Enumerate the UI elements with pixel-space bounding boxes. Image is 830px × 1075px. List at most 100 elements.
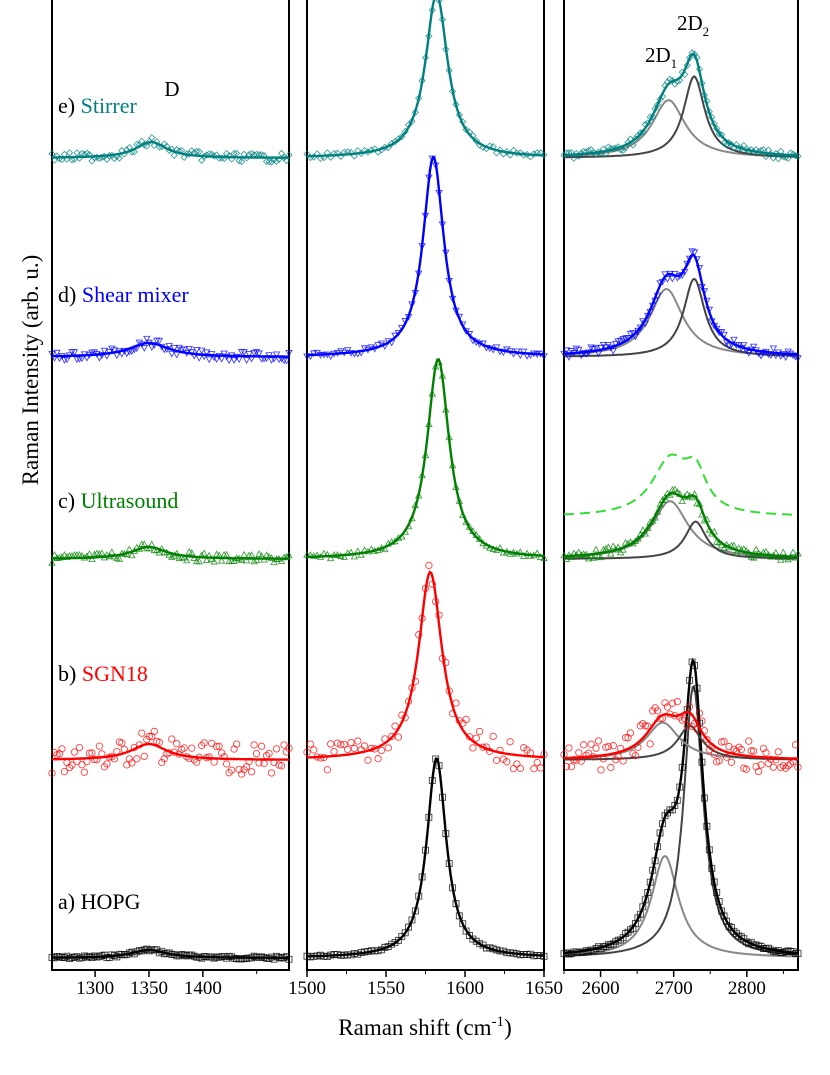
data-point (681, 714, 689, 722)
data-point (78, 954, 86, 962)
data-point (629, 141, 637, 149)
data-point (205, 356, 213, 364)
data-point (350, 552, 359, 560)
data-point (715, 898, 723, 905)
data-point (48, 558, 56, 566)
data-point (567, 950, 575, 958)
data-point (108, 345, 116, 353)
data-point (472, 734, 480, 742)
data-point (310, 746, 318, 754)
data-point (789, 548, 797, 556)
data-point (730, 336, 738, 344)
data-point (50, 748, 59, 757)
data-point (330, 149, 338, 158)
data-point (678, 497, 686, 505)
data-point (666, 710, 674, 718)
data-point (769, 345, 778, 353)
data-point (584, 749, 593, 757)
data-point (602, 150, 610, 158)
data-point (148, 344, 156, 351)
x-tick-label: 1550 (367, 978, 405, 999)
data-point (585, 948, 593, 956)
data-point (621, 734, 630, 742)
data-point (135, 339, 144, 347)
fit-curve (563, 253, 799, 356)
panel-frame (563, 0, 799, 971)
data-point (168, 145, 176, 153)
data-point (265, 955, 273, 962)
data-point (354, 737, 362, 745)
dashed-reference-curve (563, 453, 799, 516)
data-point (720, 737, 728, 745)
data-point (170, 748, 178, 756)
data-point (587, 344, 595, 352)
data-point (53, 751, 61, 759)
data-point (619, 757, 627, 765)
data-point (306, 953, 314, 961)
series-label: e) Stirrer (58, 93, 137, 118)
data-point (563, 949, 570, 957)
data-point (260, 759, 268, 767)
data-point (540, 151, 548, 159)
data-point (58, 553, 66, 561)
data-point (155, 337, 164, 345)
data-point (242, 763, 251, 771)
x-tick-label: 1300 (76, 978, 114, 999)
peak-label-2d1: 2D1 (645, 43, 677, 71)
data-point (193, 758, 201, 766)
component-fit-curve (564, 99, 798, 158)
data-point (664, 809, 671, 817)
data-point (698, 758, 706, 766)
data-point (597, 344, 605, 352)
series-label: b) SGN18 (58, 661, 148, 686)
data-point (210, 557, 218, 565)
data-point (764, 760, 773, 768)
data-point (639, 128, 647, 136)
data-point (303, 150, 311, 158)
data-point (250, 741, 258, 749)
data-point (272, 157, 281, 166)
data-point (622, 930, 630, 938)
data-point (589, 553, 598, 561)
data-point (503, 758, 511, 766)
data-point (540, 554, 548, 561)
data-point (671, 485, 679, 493)
data-point (442, 830, 450, 838)
y-axis-label: Raman Intensity (arb. u.) (18, 255, 43, 486)
data-point (762, 152, 770, 161)
data-point (730, 745, 738, 753)
data-point (759, 744, 768, 753)
data-point (718, 907, 726, 915)
data-point (85, 749, 94, 757)
data-point (740, 342, 748, 349)
data-point (398, 932, 406, 940)
data-point (282, 357, 291, 365)
data-point (668, 275, 677, 283)
data-point (95, 742, 104, 750)
data-point (516, 764, 524, 772)
data-point (150, 727, 158, 736)
data-point (185, 547, 193, 555)
data-point (653, 707, 662, 715)
data-point (752, 941, 760, 949)
data-point (438, 793, 446, 801)
fit-curve (563, 657, 799, 955)
data-point (631, 752, 640, 760)
data-point (285, 350, 293, 357)
data-point (145, 732, 153, 741)
fit-curve (563, 52, 798, 157)
data-point (113, 747, 121, 756)
data-point (215, 742, 223, 750)
data-point (562, 555, 571, 562)
data-point (530, 150, 538, 158)
data-point (421, 584, 430, 592)
data-point (182, 556, 191, 564)
data-point (626, 729, 635, 737)
data-point (779, 762, 787, 770)
data-point (663, 703, 672, 711)
data-point (629, 749, 637, 758)
data-point (202, 556, 211, 563)
data-point (735, 743, 743, 751)
data-point (727, 758, 736, 766)
data-point (205, 753, 213, 761)
